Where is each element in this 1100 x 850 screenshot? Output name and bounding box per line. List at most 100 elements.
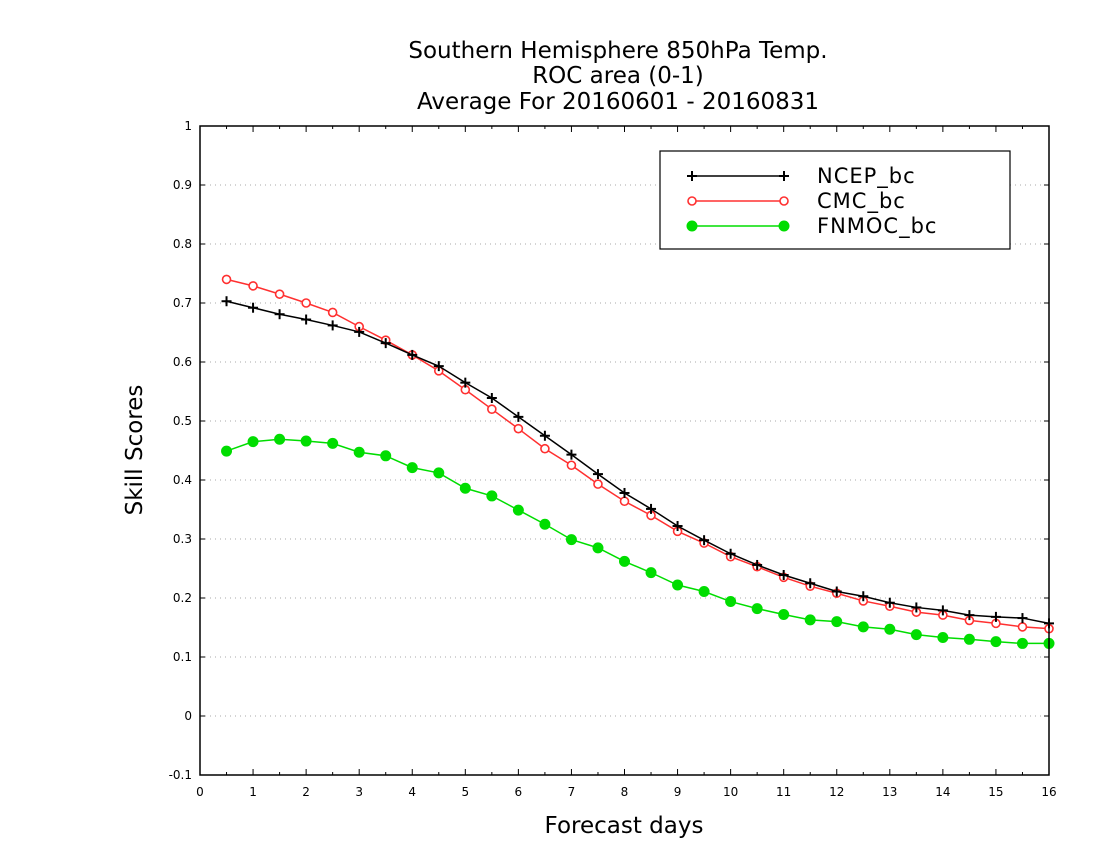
x-tick-label: 14: [935, 785, 950, 799]
data-point-fnmoc-bc: [751, 603, 763, 615]
data-point-ncep-bc: [990, 611, 1001, 622]
data-point-fnmoc-bc: [565, 534, 577, 546]
data-point-fnmoc-bc: [672, 579, 684, 591]
data-point-fnmoc-bc: [539, 518, 551, 530]
data-point-fnmoc-bc: [698, 586, 710, 598]
data-point-ncep-bc: [619, 487, 630, 498]
legend-marker-fnmoc-bc: [686, 220, 698, 232]
title-line-2: ROC area (0-1): [532, 63, 704, 89]
data-point-ncep-bc: [407, 349, 418, 360]
data-point-fnmoc-bc: [1016, 637, 1028, 649]
data-point-ncep-bc: [964, 610, 975, 621]
data-point-ncep-bc: [778, 569, 789, 580]
data-point-cmc-bc: [487, 404, 497, 415]
data-point-cmc-bc: [248, 281, 258, 291]
y-tick-label: 1: [184, 119, 192, 133]
y-tick-label: 0.6: [173, 355, 192, 369]
x-tick-label: 9: [674, 785, 682, 799]
data-point-ncep-bc: [672, 521, 683, 532]
x-tick-label: 1: [249, 785, 257, 799]
data-point-ncep-bc: [831, 586, 842, 597]
x-tick-label: 2: [302, 785, 310, 799]
data-point-ncep-bc: [539, 430, 550, 441]
data-point-fnmoc-bc: [884, 623, 896, 635]
data-point-ncep-bc: [380, 338, 391, 349]
y-tick-label: 0.5: [173, 414, 192, 428]
data-point-fnmoc-bc: [619, 555, 630, 567]
title-line-1: Southern Hemisphere 850hPa Temp.: [408, 38, 827, 64]
data-point-ncep-bc: [725, 548, 736, 559]
data-point-fnmoc-bc: [300, 435, 312, 447]
data-point-ncep-bc: [592, 469, 603, 480]
y-tick-label: 0.7: [173, 296, 192, 310]
x-tick-label: 15: [988, 785, 1003, 799]
series-fnmoc-bc: [221, 433, 1055, 649]
data-point-fnmoc-bc: [857, 621, 869, 633]
data-point-fnmoc-bc: [804, 614, 816, 626]
data-point-ncep-bc: [858, 591, 869, 602]
data-point-ncep-bc: [884, 597, 895, 608]
data-point-cmc-bc: [593, 479, 603, 489]
grid-lines: [200, 184, 1049, 717]
x-tick-label: 8: [621, 785, 629, 799]
legend-marker-cmc-bc: [687, 196, 697, 206]
data-point-ncep-bc: [646, 503, 657, 514]
data-point-ncep-bc: [354, 326, 365, 337]
legend-label-cmc-bc: CMC_bc: [817, 189, 906, 214]
legend-marker-ncep-bc: [687, 171, 697, 181]
legend-label-fnmoc-bc: FNMOC_bc: [817, 214, 937, 239]
data-point-fnmoc-bc: [937, 632, 949, 644]
data-point-fnmoc-bc: [274, 433, 286, 445]
x-axis-label: Forecast days: [545, 813, 704, 839]
series-line-cmc-bc: [226, 278, 1050, 630]
data-point-cmc-bc: [513, 423, 524, 434]
data-point-ncep-bc: [433, 361, 444, 372]
data-point-fnmoc-bc: [459, 482, 471, 494]
data-point-fnmoc-bc: [221, 445, 233, 457]
data-point-fnmoc-bc: [831, 616, 843, 628]
data-point-fnmoc-bc: [910, 629, 922, 641]
data-point-ncep-bc: [274, 309, 285, 320]
y-tick-label: 0.2: [173, 591, 192, 605]
legend-entry-fnmoc-bc: FNMOC_bc: [686, 214, 937, 239]
legend-marker-ncep-bc: [779, 171, 789, 181]
data-point-ncep-bc: [911, 602, 922, 613]
y-tick-label: 0.1: [173, 650, 192, 664]
data-point-fnmoc-bc: [380, 450, 392, 462]
legend-marker-fnmoc-bc: [778, 220, 790, 232]
data-point-cmc-bc: [1017, 622, 1028, 632]
data-point-ncep-bc: [460, 377, 471, 388]
data-point-fnmoc-bc: [247, 436, 259, 448]
x-tick-label: 10: [723, 785, 738, 799]
legend-box: [659, 150, 1011, 250]
data-point-fnmoc-bc: [592, 542, 604, 554]
chart-title: Southern Hemisphere 850hPa Temp. ROC are…: [408, 38, 827, 115]
data-point-fnmoc-bc: [406, 462, 418, 474]
legend-entry-ncep-bc: NCEP_bc: [687, 164, 916, 189]
x-tick-label: 3: [355, 785, 363, 799]
data-point-fnmoc-bc: [486, 490, 498, 502]
y-tick-label: 0.9: [173, 178, 192, 192]
data-point-cmc-bc: [327, 307, 338, 318]
legend-entry-cmc-bc: CMC_bc: [687, 189, 906, 214]
data-point-fnmoc-bc: [778, 609, 790, 621]
data-point-ncep-bc: [699, 535, 710, 546]
data-point-cmc-bc: [540, 443, 550, 454]
data-point-fnmoc-bc: [327, 437, 339, 449]
data-point-ncep-bc: [486, 392, 497, 403]
data-point-fnmoc-bc: [963, 633, 975, 645]
x-tick-label: 0: [196, 785, 204, 799]
x-tick-label: 11: [776, 785, 791, 799]
data-point-ncep-bc: [1017, 613, 1028, 624]
x-tick-label: 13: [882, 785, 897, 799]
data-point-cmc-bc: [566, 460, 577, 471]
data-point-ncep-bc: [513, 411, 524, 422]
y-tick-label: 0.8: [173, 237, 192, 251]
legend-label-ncep-bc: NCEP_bc: [817, 164, 916, 189]
series-ncep-bc: [221, 296, 1054, 629]
data-point-ncep-bc: [566, 449, 577, 460]
y-tick-label: 0: [184, 709, 192, 723]
y-tick-label: -0.1: [169, 768, 192, 782]
